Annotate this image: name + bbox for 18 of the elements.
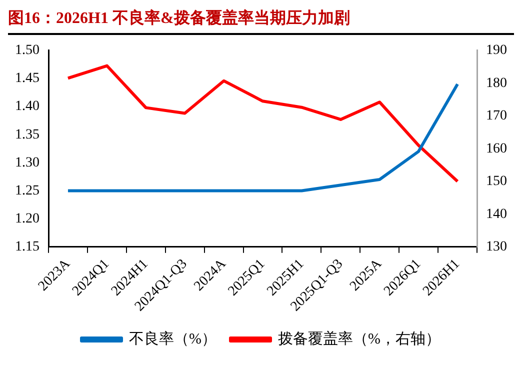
chart-title: 图16：2026H1 不良率&拨备覆盖率当期压力加剧 bbox=[8, 8, 514, 35]
y2-tick-label: 140 bbox=[486, 206, 507, 222]
y-tick-label: 1.25 bbox=[15, 183, 40, 198]
y-tick-label: 1.30 bbox=[15, 155, 40, 170]
y-tick-label: 1.45 bbox=[15, 71, 40, 86]
y2-tick-label: 150 bbox=[486, 174, 507, 190]
y-tick-label: 1.35 bbox=[15, 127, 40, 142]
y2-tick-label: 190 bbox=[486, 43, 507, 58]
legend-label: 拨备覆盖率（%，右轴） bbox=[278, 330, 440, 348]
y2-tick-label: 130 bbox=[486, 240, 507, 254]
legend-label: 不良率（%） bbox=[129, 330, 217, 348]
y-tick-label: 1.50 bbox=[15, 43, 40, 58]
y-tick-label: 1.20 bbox=[15, 211, 40, 226]
y2-tick-label: 170 bbox=[486, 108, 507, 124]
y2-tick-label: 180 bbox=[486, 76, 507, 91]
y-tick-label: 1.40 bbox=[15, 99, 40, 114]
y2-tick-label: 160 bbox=[486, 141, 507, 156]
y-tick-label: 1.15 bbox=[15, 240, 40, 254]
